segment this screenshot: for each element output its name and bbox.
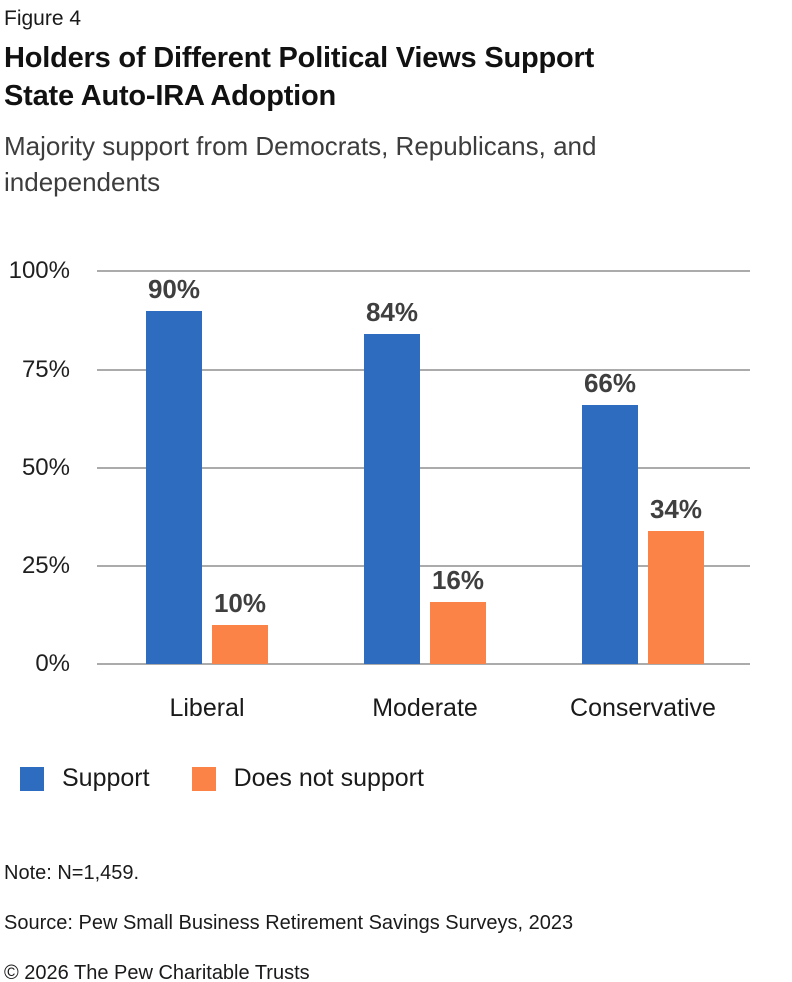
bar-moderate-support <box>364 334 420 665</box>
chart-title: Holders of Different Political Views Sup… <box>4 40 788 115</box>
legend-item-doesnotsupport: Does not support <box>191 764 424 793</box>
bar-conservative-support <box>582 405 638 665</box>
bar-chart-plot-area: 100% 75% 50% 25% 0% 90% 10% 84% 16% <box>9 257 750 722</box>
legend-item-support: Support <box>20 764 150 793</box>
bar-conservative-doesnotsupport <box>648 530 704 665</box>
bar-column-liberal-support: 90% <box>146 271 202 665</box>
bar-liberal-doesnotsupport <box>212 625 268 665</box>
source-text: Source: Pew Small Business Retirement Sa… <box>4 912 574 935</box>
gridline-0pct-baseline <box>97 663 750 666</box>
bar-group-liberal: 90% 10% <box>146 271 268 665</box>
bar-column-moderate-support: 84% <box>364 271 420 665</box>
chart-subtitle: Majority support from Democrats, Republi… <box>4 128 788 202</box>
legend-label-doesnotsupport: Does not support <box>233 764 424 793</box>
chart-title-line1: Holders of Different Political Views Sup… <box>4 42 595 75</box>
chart-subtitle-line2: independents <box>4 167 161 198</box>
bar-value-label-moderate-doesnotsupport: 16% <box>431 564 485 595</box>
doesnotsupport-color-swatch-icon <box>191 766 216 791</box>
y-axis-tick-100: 100% <box>8 257 70 285</box>
bar-value-label-conservative-support: 66% <box>583 368 637 398</box>
bar-value-label-liberal-support: 90% <box>147 273 201 304</box>
bar-group-moderate: 84% 16% <box>364 271 486 665</box>
y-axis-tick-25: 25% <box>21 552 70 580</box>
bar-value-label-moderate-support: 84% <box>365 297 419 328</box>
copyright-text: © 2026 The Pew Charitable Trusts <box>4 962 310 982</box>
bar-column-liberal-doesnotsupport: 10% <box>212 271 268 665</box>
bar-group-conservative: 66% 34% <box>582 271 704 665</box>
bar-value-label-liberal-doesnotsupport: 10% <box>213 588 267 619</box>
gridline-50pct <box>97 466 750 469</box>
support-color-swatch-icon <box>20 766 44 791</box>
chart-title-line2: State Auto-IRA Adoption <box>4 79 337 112</box>
bar-column-conservative-support: 66% <box>582 271 638 665</box>
chart-legend: Support Does not support <box>20 764 788 793</box>
bar-liberal-support <box>146 310 202 665</box>
chart-subtitle-line1: Majority support from Democrats, Republi… <box>4 130 597 161</box>
x-axis-label-conservative: Conservative <box>570 694 716 723</box>
x-axis-label-moderate: Moderate <box>372 694 478 723</box>
y-axis-tick-75: 75% <box>21 355 70 383</box>
note-text: Note: N=1,459. <box>4 862 140 885</box>
bar-moderate-doesnotsupport <box>430 601 486 665</box>
gridline-25pct <box>97 565 750 568</box>
y-axis-tick-50: 50% <box>21 453 70 481</box>
gridline-75pct <box>97 368 750 371</box>
gridline-100pct <box>97 270 750 273</box>
y-axis-tick-0: 0% <box>35 650 70 678</box>
bar-column-moderate-doesnotsupport: 16% <box>430 271 486 665</box>
bar-column-conservative-doesnotsupport: 34% <box>648 271 704 665</box>
x-axis-label-liberal: Liberal <box>169 694 245 723</box>
bar-value-label-conservative-doesnotsupport: 34% <box>649 493 703 524</box>
figure-number-label: Figure 4 <box>4 7 82 30</box>
legend-label-support: Support <box>62 764 150 793</box>
